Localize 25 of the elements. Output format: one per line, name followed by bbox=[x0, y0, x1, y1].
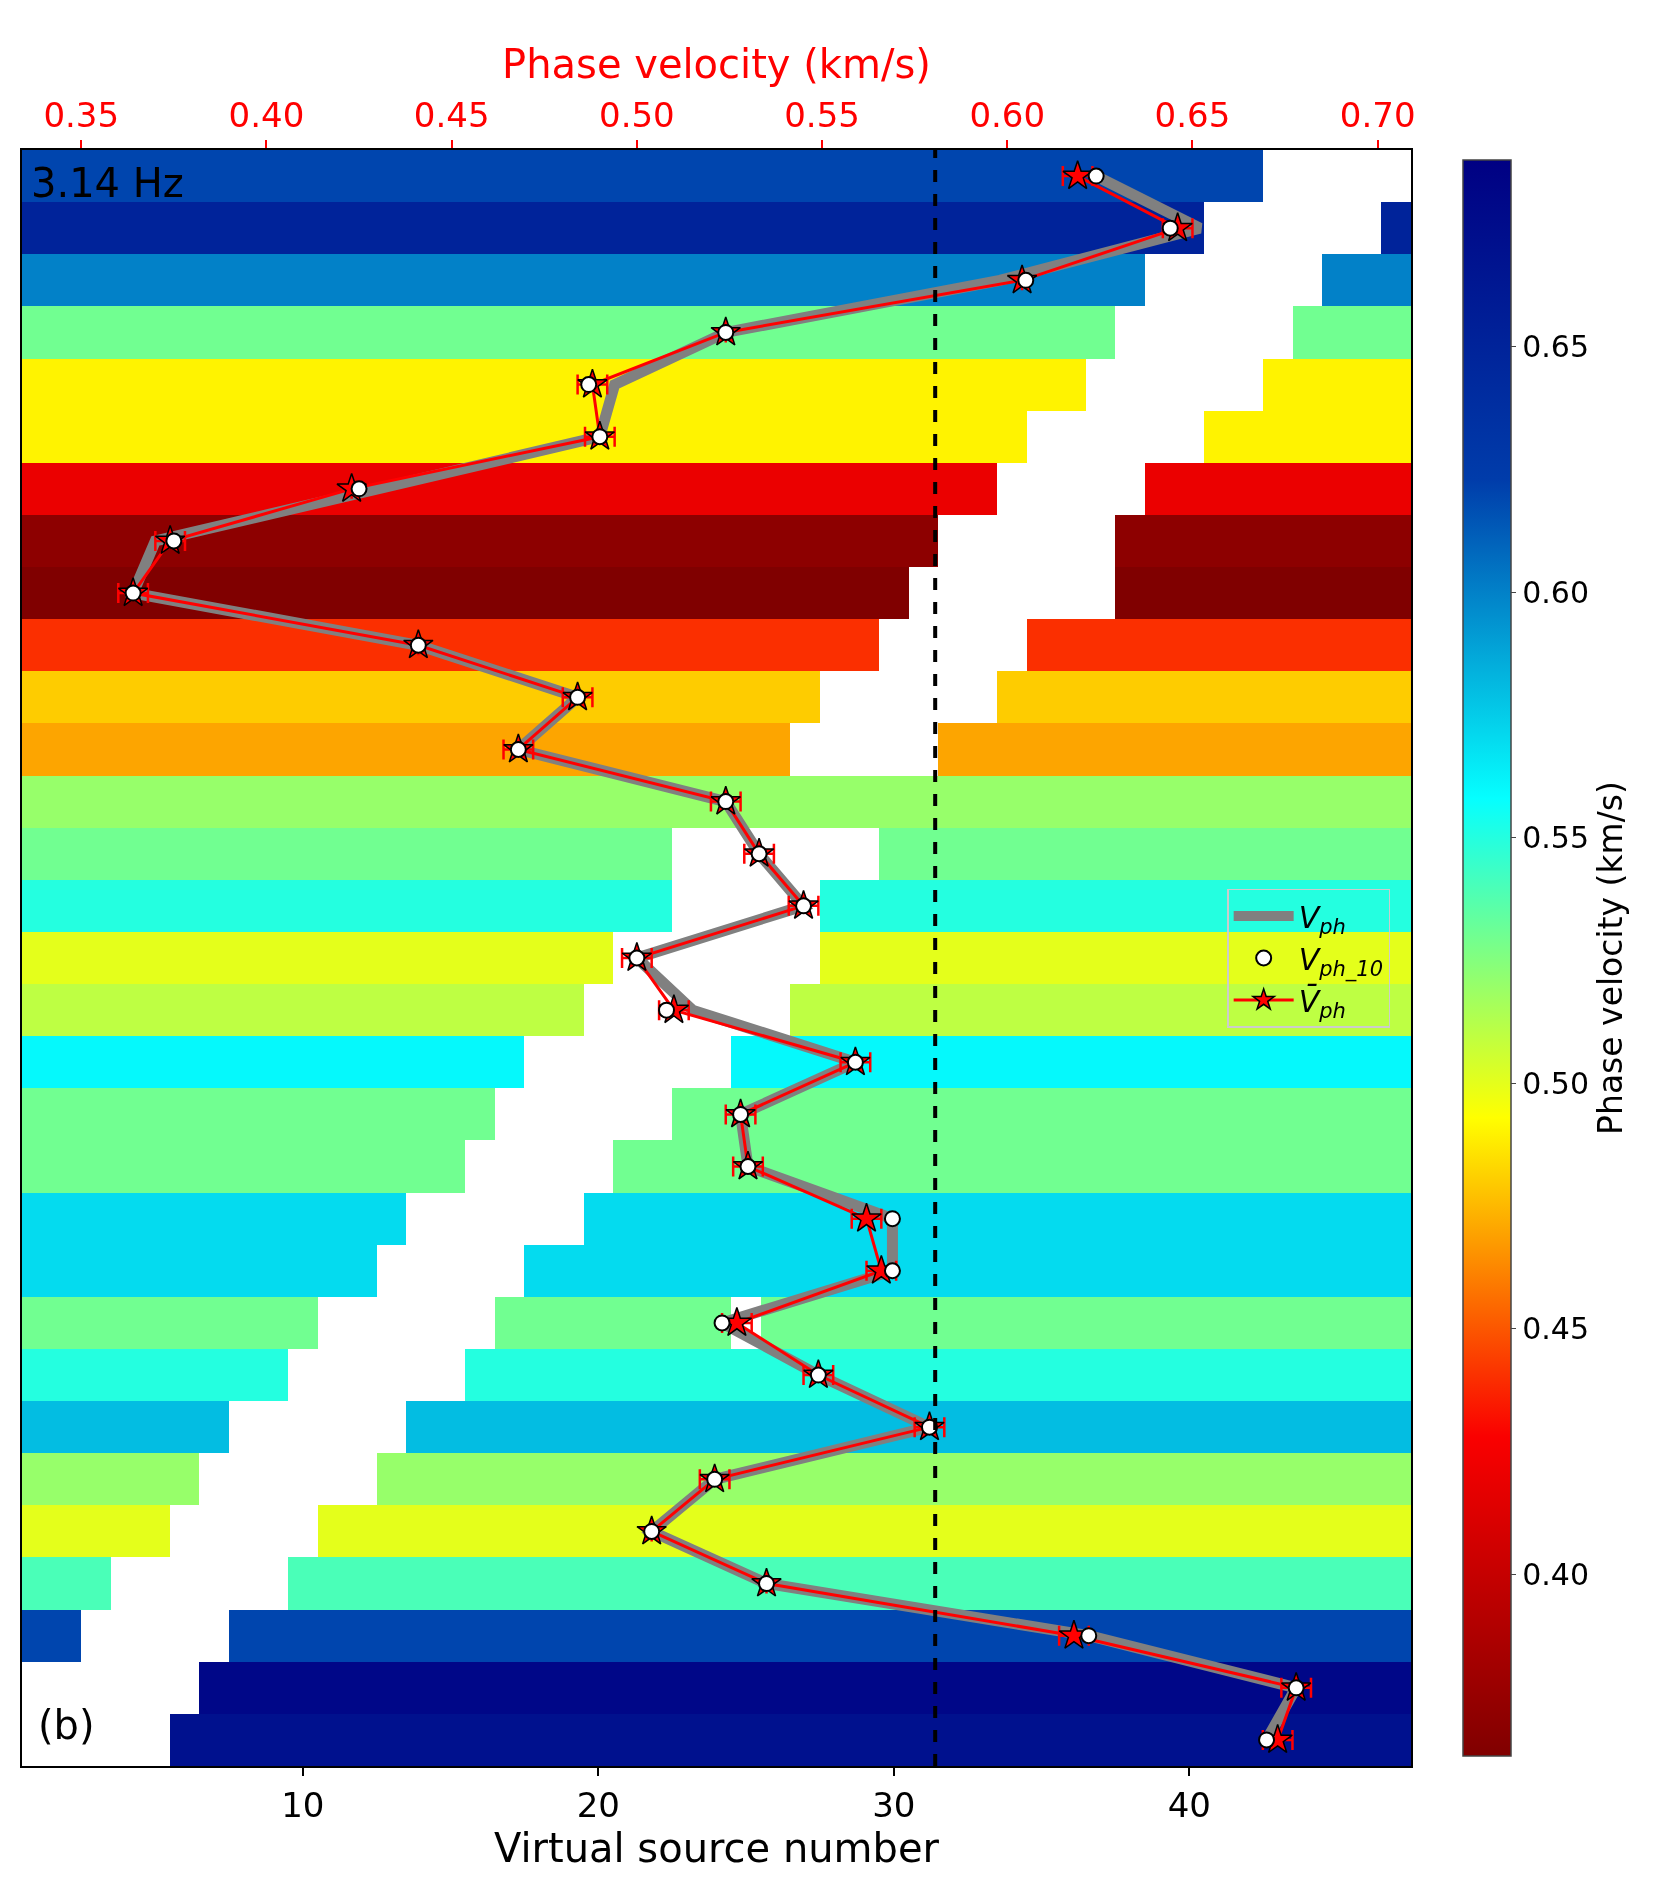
color-bar-label: 0.50 bbox=[1522, 1065, 1590, 1101]
x-tick-label: 0.40 bbox=[228, 94, 305, 135]
annotation: (b) bbox=[38, 1702, 95, 1748]
x-tick-label: 0.55 bbox=[784, 94, 860, 135]
x-tick-label: 0.45 bbox=[413, 94, 490, 135]
color-bar-title: Phase velocity (km/s) bbox=[1591, 781, 1631, 1135]
color-bar-label: 0.55 bbox=[1522, 820, 1590, 856]
annotation: 3.14 Hz bbox=[31, 160, 184, 206]
x-tick-label: 0.70 bbox=[1339, 94, 1416, 135]
legend-label: V̄$_{ph}$ bbox=[1298, 983, 1346, 1023]
legend-label: V$_{ph_10}$ bbox=[1298, 941, 1384, 982]
color-bar-label: 0.60 bbox=[1522, 574, 1590, 610]
x-tick-label: 0.35 bbox=[43, 94, 120, 135]
x-tick-label: 0.65 bbox=[1154, 94, 1231, 135]
x-axis-title: Phase velocity (km/s) bbox=[502, 40, 931, 87]
color-bar-label: 0.40 bbox=[1522, 1556, 1590, 1592]
x-tick-label: 0.60 bbox=[969, 94, 1046, 135]
color-bar-label: 0.65 bbox=[1522, 329, 1590, 365]
x-tick-label: 20 bbox=[576, 1784, 620, 1825]
x-tick-label: 0.50 bbox=[599, 94, 675, 135]
color-bar-label: 0.45 bbox=[1522, 1311, 1590, 1347]
x-tick-label: 30 bbox=[872, 1784, 916, 1825]
x-tick-label: 10 bbox=[281, 1784, 325, 1825]
x-axis-title: Virtual source number bbox=[493, 1824, 940, 1871]
x-tick-label: 40 bbox=[1167, 1784, 1211, 1825]
